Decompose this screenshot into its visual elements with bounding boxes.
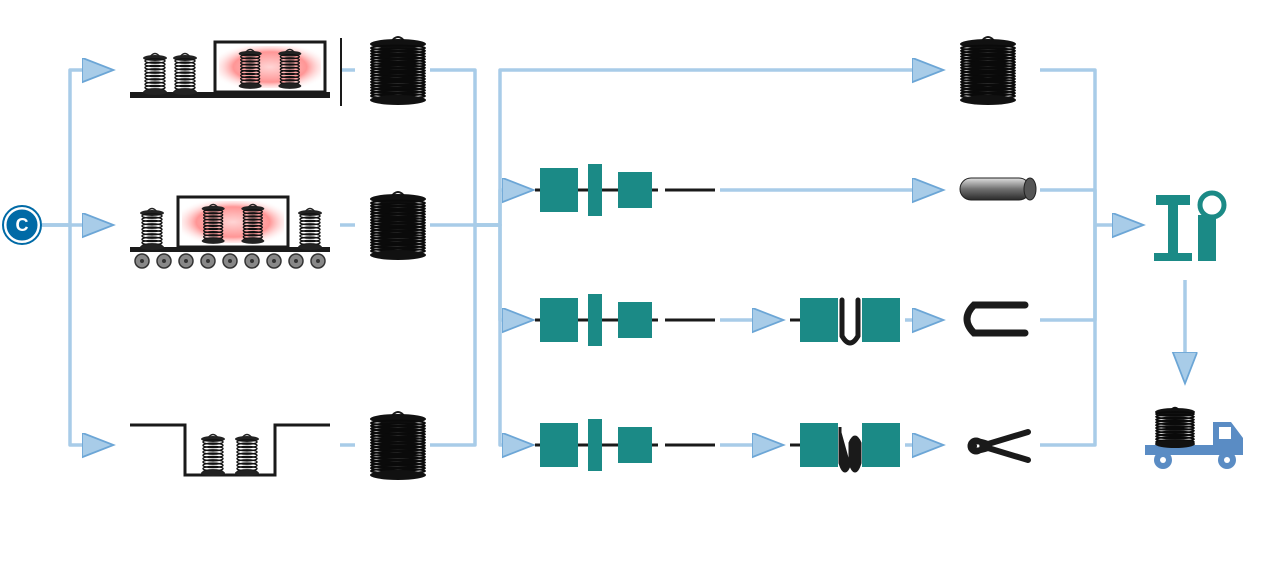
flow-arrow: [42, 70, 110, 225]
flow-arrow: [430, 225, 475, 445]
hairpin-output-icon: [970, 432, 1028, 460]
truck-icon: [1145, 408, 1243, 470]
flow-arrow: [42, 225, 110, 445]
bell-furnace-icon: [130, 38, 342, 106]
flow-arrow: [1040, 225, 1095, 445]
cutting-process-icon: [535, 164, 715, 216]
bending-process-icon: [790, 298, 900, 343]
cutting-process-icon: [535, 419, 715, 471]
wire-spool-icon: [370, 192, 426, 260]
flow-arrow: [475, 225, 530, 445]
flow-arrow: [430, 70, 475, 225]
flow-arrow: [1040, 70, 1095, 225]
cutting-process-icon: [535, 294, 715, 346]
pit-furnace-icon: [130, 425, 330, 476]
wire-spool-icon: [370, 412, 426, 480]
inspection-station-icon: [1154, 193, 1224, 261]
bar-output-icon: [960, 178, 1036, 200]
bending-process-icon: [790, 423, 900, 471]
flow-arrow: [475, 190, 530, 225]
roller-furnace-icon: [130, 197, 330, 268]
flow-arrow: [1040, 190, 1095, 225]
start-badge-label: C: [16, 215, 29, 235]
start-badge: C: [3, 206, 41, 244]
wire-spool-icon: [960, 37, 1016, 105]
flow-arrow: [1040, 225, 1095, 320]
flow-arrow: [475, 225, 530, 320]
ubar-output-icon: [967, 305, 1025, 333]
wire-spool-icon: [370, 37, 426, 105]
